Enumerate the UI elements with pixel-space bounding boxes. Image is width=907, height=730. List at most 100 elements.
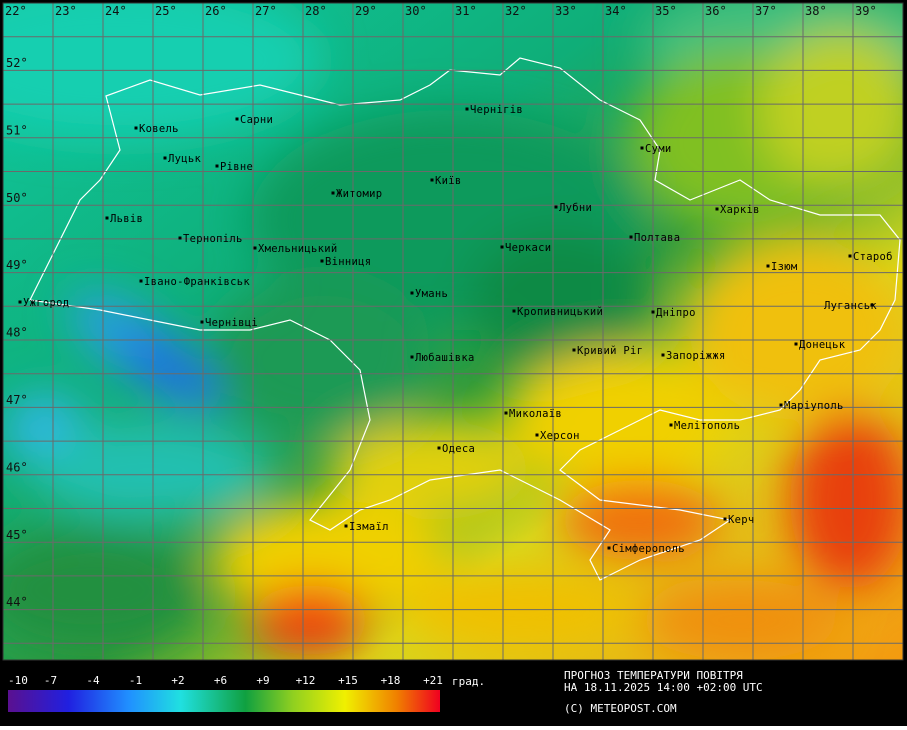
credit: (C) METEOPOST.COM	[564, 702, 677, 715]
city-dot	[18, 300, 22, 304]
city-dot	[410, 355, 414, 359]
city-label: Керч	[728, 514, 755, 526]
city-label: Сімферополь	[612, 543, 685, 555]
latitude-label: 49°	[6, 258, 28, 272]
latitude-label: 48°	[6, 326, 28, 340]
city-label: Любашівка	[415, 352, 475, 364]
city-dot	[320, 259, 324, 263]
city-label: Київ	[435, 175, 462, 187]
city-dot	[723, 517, 727, 521]
city-dot	[870, 303, 874, 307]
city-label: Суми	[645, 143, 672, 155]
longitude-label: 23°	[55, 4, 77, 18]
longitude-label: 27°	[255, 4, 277, 18]
city-label: Сарни	[240, 114, 273, 126]
legend-label: -4	[86, 674, 100, 687]
legend-label: +9	[256, 674, 269, 687]
city-label: Вінниця	[325, 256, 371, 268]
longitude-label: 31°	[455, 4, 477, 18]
legend-label: -10	[8, 674, 28, 687]
color-bar	[8, 690, 440, 712]
city-dot	[779, 403, 783, 407]
latitude-label: 47°	[6, 393, 28, 407]
city-label: Маріуполь	[784, 400, 844, 412]
city-label: Миколаїв	[509, 408, 562, 420]
city-label: Житомир	[336, 188, 382, 200]
city-label: Херсон	[540, 430, 580, 442]
city-dot	[848, 254, 852, 258]
city-label: Кривий Ріг	[577, 345, 643, 357]
longitude-label: 37°	[755, 4, 777, 18]
city-label: Дніпро	[656, 307, 696, 319]
city-dot	[651, 310, 655, 314]
longitude-label: 35°	[655, 4, 677, 18]
longitude-label: 28°	[305, 4, 327, 18]
legend-label: +2	[171, 674, 184, 687]
city-label: Ізюм	[771, 261, 798, 273]
city-dot	[554, 205, 558, 209]
city-dot	[500, 245, 504, 249]
city-dot	[134, 126, 138, 130]
forecast-time: НА 18.11.2025 14:00 +02:00 UTC	[564, 681, 763, 694]
legend-label: +15	[338, 674, 358, 687]
city-dot	[344, 524, 348, 528]
city-label: Донецьк	[799, 339, 846, 351]
city-label: Тернопіль	[183, 233, 243, 245]
city-dot	[669, 423, 673, 427]
longitude-label: 24°	[105, 4, 127, 18]
latitude-label: 45°	[6, 528, 28, 542]
city-dot	[410, 291, 414, 295]
longitude-label: 25°	[155, 4, 177, 18]
border	[29, 57, 901, 581]
city-label: Луцьк	[168, 153, 201, 165]
city-label: Лубни	[559, 202, 592, 214]
city-label: Чернігів	[470, 104, 523, 116]
city-dot	[163, 156, 167, 160]
city-label: Львів	[110, 213, 143, 225]
legend-label: +12	[296, 674, 316, 687]
city-label: Одеса	[442, 443, 475, 455]
city-dot	[331, 191, 335, 195]
city-label: Полтава	[634, 232, 680, 244]
city-label: Івано-Франківськ	[144, 276, 250, 288]
temperature-field	[3, 3, 903, 660]
city-label: Умань	[415, 288, 448, 300]
city-dot	[105, 216, 109, 220]
longitude-label: 38°	[805, 4, 827, 18]
longitude-label: 29°	[355, 4, 377, 18]
grid	[3, 3, 903, 660]
map-frame	[2, 2, 904, 661]
city-label: Запоріжжя	[666, 350, 726, 362]
city-label: Рівне	[220, 161, 253, 173]
city-dot	[572, 348, 576, 352]
city-label: Ізмаїл	[349, 521, 389, 533]
longitude-label: 26°	[205, 4, 227, 18]
legend-unit: град.	[452, 675, 485, 688]
city-label: Луганськ	[824, 300, 877, 312]
latitude-label: 51°	[6, 123, 28, 137]
latitude-label: 46°	[6, 460, 28, 474]
city-dot	[178, 236, 182, 240]
longitude-label: 39°	[855, 4, 877, 18]
city-dot	[607, 546, 611, 550]
city-dot	[235, 117, 239, 121]
city-label: Хмельницький	[258, 243, 337, 255]
legend-label: +18	[381, 674, 401, 687]
city-label: Ужгород	[23, 297, 69, 309]
legend-label: -1	[129, 674, 142, 687]
forecast-title: ПРОГНОЗ ТЕМПЕРАТУРИ ПОВІТРЯ	[564, 669, 743, 682]
city-dot	[766, 264, 770, 268]
legend-label: +21	[423, 674, 443, 687]
city-dot	[512, 309, 516, 313]
city-label: Ковель	[139, 123, 179, 135]
longitude-label: 36°	[705, 4, 727, 18]
city-dot	[437, 446, 441, 450]
city-dot	[794, 342, 798, 346]
city-dot	[200, 320, 204, 324]
city-dot	[430, 178, 434, 182]
longitude-label: 33°	[555, 4, 577, 18]
city-label: Мелітополь	[674, 420, 740, 432]
longitude-label: 32°	[505, 4, 527, 18]
